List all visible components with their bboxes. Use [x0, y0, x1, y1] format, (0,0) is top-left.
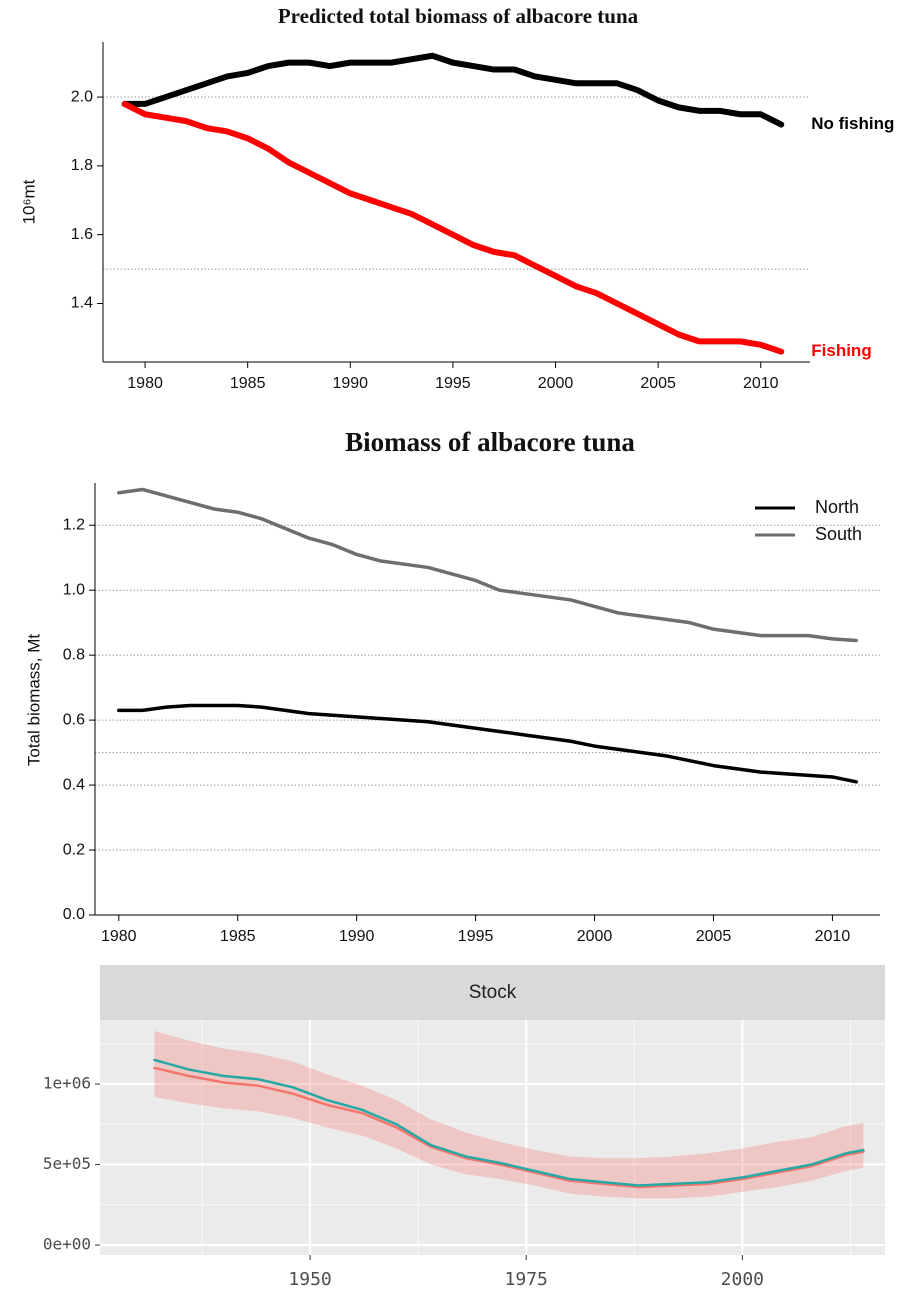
x-tick-label: 1980	[101, 928, 137, 945]
y-tick-label: 0e+00	[43, 1235, 91, 1254]
confidence-band	[154, 1030, 864, 1199]
x-tick-label: 1950	[288, 1269, 331, 1290]
y-tick-label: 1.2	[63, 516, 85, 533]
y-tick-label: 1e+06	[43, 1074, 91, 1093]
series-end-label: No fishing	[811, 114, 894, 133]
y-tick-label: 1.4	[71, 295, 93, 312]
y-axis-label: Total biomass, Mt	[24, 634, 43, 767]
y-tick-label: 0.8	[63, 646, 85, 663]
x-tick-label: 2000	[577, 928, 613, 945]
x-tick-label: 1980	[127, 375, 163, 392]
x-tick-label: 2000	[538, 375, 574, 392]
legend-label: South	[815, 524, 862, 544]
x-tick-label: 2000	[721, 1269, 764, 1290]
y-tick-label: 1.8	[71, 157, 93, 174]
y-tick-label: 0.0	[63, 906, 85, 923]
chart-title: Biomass of albacore tuna	[345, 427, 635, 457]
y-tick-label: 0.6	[63, 711, 85, 728]
y-axis-label: 10⁶mt	[19, 179, 38, 224]
x-tick-label: 1985	[220, 928, 256, 945]
panel-background	[100, 1020, 885, 1255]
series-line	[117, 487, 858, 643]
series-line	[153, 1066, 865, 1189]
x-tick-label: 2010	[743, 375, 779, 392]
y-tick-label: 2.0	[71, 88, 93, 105]
x-tick-label: 2005	[640, 375, 676, 392]
facet-label: Stock	[469, 982, 517, 1003]
x-tick-label: 1985	[230, 375, 266, 392]
x-tick-label: 1990	[339, 928, 375, 945]
legend-label: North	[815, 497, 859, 517]
x-tick-label: 2010	[815, 928, 851, 945]
series-line	[121, 52, 785, 128]
x-tick-label: 1995	[435, 375, 471, 392]
series-line	[153, 1058, 865, 1187]
y-tick-label: 0.4	[63, 776, 85, 793]
x-tick-label: 1995	[458, 928, 494, 945]
y-tick-label: 1.0	[63, 581, 85, 598]
y-tick-label: 5e+05	[43, 1154, 91, 1173]
x-tick-label: 1990	[332, 375, 368, 392]
x-tick-label: 2005	[696, 928, 732, 945]
chart-title: Predicted total biomass of albacore tuna	[278, 4, 639, 28]
y-tick-label: 1.6	[71, 226, 93, 243]
series-end-label: Fishing	[811, 341, 871, 360]
facet-strip	[100, 965, 885, 1020]
y-tick-label: 0.2	[63, 841, 85, 858]
series-line	[117, 703, 858, 784]
x-tick-label: 1975	[505, 1269, 548, 1290]
series-line	[121, 100, 785, 355]
